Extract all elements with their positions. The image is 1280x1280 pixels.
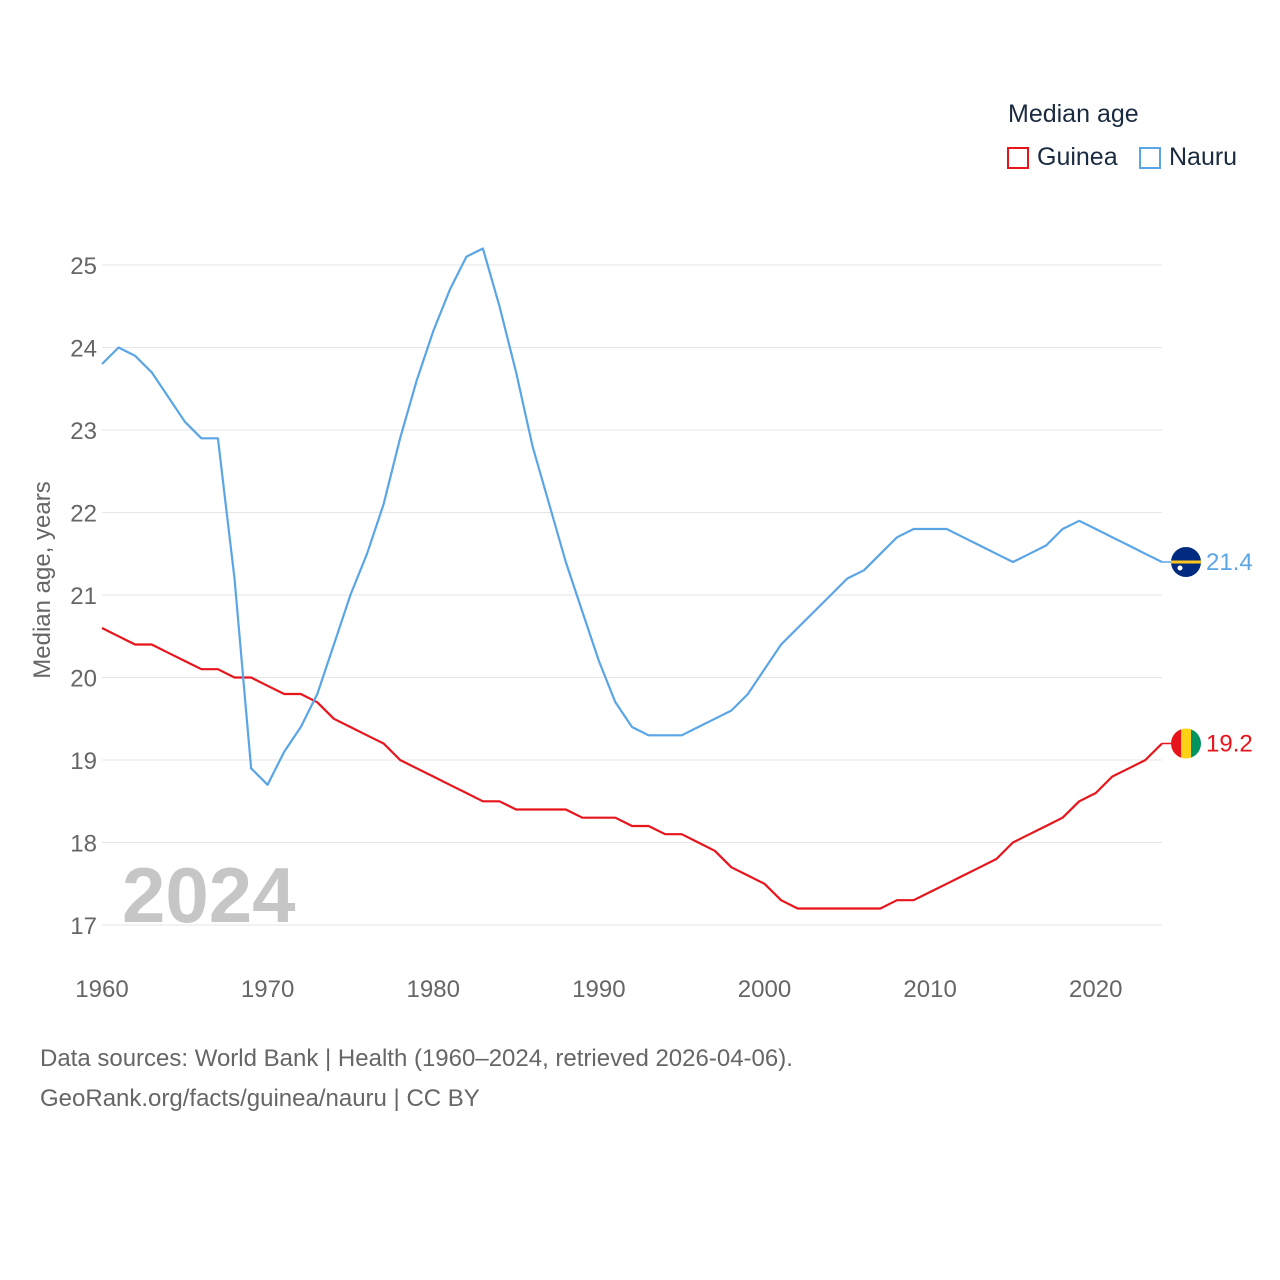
year-watermark: 2024 xyxy=(122,851,296,939)
y-tick-label: 19 xyxy=(70,748,97,775)
flag-nauru-icon xyxy=(1171,547,1201,577)
x-axis-ticks: 1960 1970 1980 1990 2000 2010 2020 xyxy=(75,976,1122,1003)
series-line-nauru xyxy=(101,247,1163,786)
y-axis-label: Median age, years xyxy=(29,481,56,678)
x-tick-label: 1990 xyxy=(572,976,625,1003)
y-tick-label: 20 xyxy=(70,666,97,693)
end-markers: 19.2 21.4 xyxy=(1162,547,1253,759)
legend-title: Median age xyxy=(1008,100,1139,128)
series-line-guinea xyxy=(101,627,1163,910)
x-tick-label: 1980 xyxy=(407,976,460,1003)
series-lines xyxy=(101,247,1163,910)
legend-label-guinea: Guinea xyxy=(1037,143,1118,171)
source-line: Data sources: World Bank | Health (1960–… xyxy=(40,1045,793,1072)
y-tick-label: 18 xyxy=(70,831,97,858)
end-value-label-guinea: 19.2 xyxy=(1206,731,1253,758)
legend-swatch-guinea xyxy=(1007,146,1029,169)
y-tick-label: 17 xyxy=(70,913,97,940)
legend-label-nauru: Nauru xyxy=(1169,143,1238,171)
legend-swatch-nauru xyxy=(1139,146,1161,169)
y-tick-label: 22 xyxy=(70,501,97,528)
y-tick-label: 21 xyxy=(70,583,97,610)
legend-item-guinea[interactable]: Guinea xyxy=(1007,143,1118,172)
url-line: GeoRank.org/facts/guinea/nauru | CC BY xyxy=(40,1085,480,1112)
x-tick-label: 1960 xyxy=(75,976,128,1003)
gridlines xyxy=(102,264,1162,926)
x-tick-label: 2000 xyxy=(738,976,791,1003)
end-value-label-nauru: 21.4 xyxy=(1206,549,1253,576)
x-tick-label: 1970 xyxy=(241,976,294,1003)
flag-guinea-icon xyxy=(1171,728,1201,759)
x-tick-label: 2020 xyxy=(1069,976,1122,1003)
x-tick-label: 2010 xyxy=(903,976,956,1003)
y-tick-label: 23 xyxy=(70,418,97,445)
y-tick-label: 24 xyxy=(70,336,97,363)
y-axis-ticks: 17 18 19 20 21 22 23 24 25 xyxy=(70,253,97,940)
legend-item-nauru[interactable]: Nauru xyxy=(1139,143,1237,172)
y-tick-label: 25 xyxy=(70,253,97,280)
